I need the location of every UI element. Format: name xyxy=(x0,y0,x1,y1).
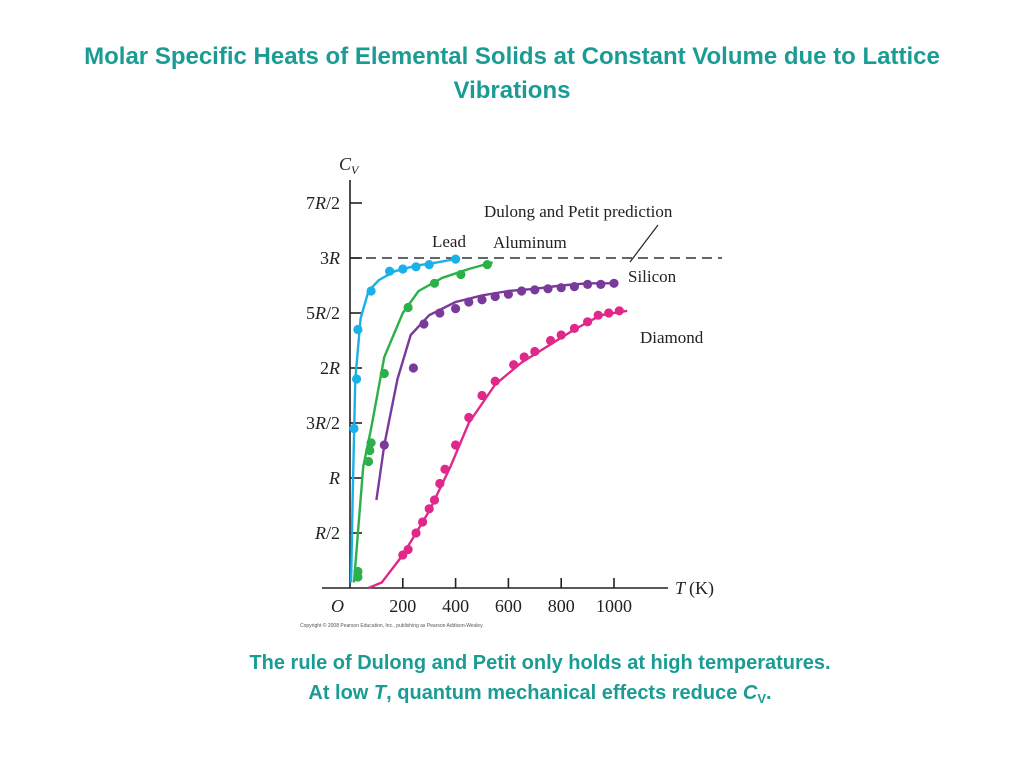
data-point-aluminum xyxy=(363,456,374,467)
data-point-diamond xyxy=(477,390,487,401)
data-point-diamond xyxy=(556,330,566,340)
x-tick-label: 1000 xyxy=(596,596,632,616)
data-point-diamond xyxy=(509,360,519,370)
x-tick-label: 200 xyxy=(389,596,416,616)
data-point-lead xyxy=(398,264,408,274)
data-point-silicon xyxy=(583,279,593,289)
series-aluminum xyxy=(352,260,493,583)
data-point-diamond xyxy=(429,495,440,505)
series-label-aluminum: Aluminum xyxy=(493,233,567,252)
data-point-aluminum xyxy=(429,278,440,288)
data-point-diamond xyxy=(569,323,580,333)
data-point-silicon xyxy=(419,319,429,329)
reference-leader-line xyxy=(629,224,659,263)
data-point-lead xyxy=(349,423,359,434)
data-point-aluminum xyxy=(365,445,375,456)
data-point-diamond xyxy=(490,376,500,386)
caption-line-2: At low T, quantum mechanical effects red… xyxy=(308,682,772,706)
data-point-diamond xyxy=(519,352,529,362)
data-point-aluminum xyxy=(456,269,466,280)
x-tick-label: 800 xyxy=(548,596,575,616)
data-point-diamond xyxy=(530,346,540,357)
data-point-diamond xyxy=(451,440,461,450)
data-point-diamond xyxy=(583,317,593,327)
data-point-diamond xyxy=(411,528,421,538)
series-label-silicon: Silicon xyxy=(628,267,677,286)
data-point-aluminum xyxy=(353,566,363,577)
y-tick-label: R xyxy=(328,468,340,488)
data-point-diamond xyxy=(614,306,624,316)
data-point-lead xyxy=(385,266,395,276)
data-point-aluminum xyxy=(482,260,492,270)
data-point-silicon xyxy=(503,289,513,299)
data-point-diamond xyxy=(403,544,413,555)
data-point-diamond xyxy=(440,464,450,474)
data-point-diamond xyxy=(546,335,556,346)
data-point-lead xyxy=(366,286,376,296)
data-point-silicon xyxy=(556,283,566,293)
data-point-diamond xyxy=(464,412,474,423)
data-point-silicon xyxy=(379,440,389,450)
data-point-lead xyxy=(424,260,434,270)
data-point-silicon xyxy=(477,295,487,305)
x-tick-label: 600 xyxy=(495,596,522,616)
series-label-lead: Lead xyxy=(432,232,466,251)
series-line-lead xyxy=(349,257,456,583)
series-label-diamond: Diamond xyxy=(640,328,704,347)
series-line-silicon xyxy=(375,282,614,501)
data-point-aluminum xyxy=(379,368,389,379)
axis-ticks: R/2 R 3R/2 2R 5R/2 3R 7R/2 200 400 600 800 1000 xyxy=(306,193,632,616)
data-point-silicon xyxy=(569,282,580,292)
page-title: Molar Specific Heats of Elemental Solids… xyxy=(84,43,940,104)
data-point-silicon xyxy=(517,286,527,296)
series-line-aluminum xyxy=(352,261,493,583)
y-axis-label: CV xyxy=(339,154,360,177)
data-point-diamond xyxy=(418,517,428,527)
series-lead xyxy=(349,254,461,583)
x-axis-label: T (K) xyxy=(675,578,714,599)
data-point-silicon xyxy=(464,297,474,307)
reference-label: Dulong and Petit prediction xyxy=(484,202,673,221)
data-point-silicon xyxy=(543,284,553,294)
data-point-diamond xyxy=(593,310,603,320)
data-point-diamond xyxy=(604,308,614,318)
data-point-silicon xyxy=(609,278,619,288)
data-point-aluminum xyxy=(403,302,413,313)
data-point-lead xyxy=(451,254,461,264)
copyright-note: Copyright © 2008 Pearson Education, Inc.… xyxy=(300,622,484,629)
x-tick-label: 400 xyxy=(442,596,469,616)
data-point-silicon xyxy=(435,308,445,318)
caption-line-1: The rule of Dulong and Petit only holds … xyxy=(249,652,831,674)
data-point-silicon xyxy=(408,363,418,373)
data-point-silicon xyxy=(530,285,540,295)
data-point-lead xyxy=(352,374,362,384)
y-tick-label: 2R xyxy=(320,358,340,378)
data-point-diamond xyxy=(435,478,445,489)
caption: The rule of Dulong and Petit only holds … xyxy=(60,648,1020,714)
series-diamond xyxy=(368,306,628,590)
data-point-diamond xyxy=(424,504,434,514)
origin-label: O xyxy=(331,596,344,616)
data-series xyxy=(349,254,628,590)
y-tick-label: R/2 xyxy=(314,523,340,543)
y-tick-label: 3R/2 xyxy=(306,413,340,433)
data-point-aluminum xyxy=(366,438,376,448)
y-tick-label: 7R/2 xyxy=(306,193,340,213)
data-point-lead xyxy=(411,262,421,272)
y-tick-label: 5R/2 xyxy=(306,303,340,323)
data-point-silicon xyxy=(451,304,461,314)
series-silicon xyxy=(375,278,619,501)
y-tick-label: 3R xyxy=(320,248,340,268)
data-point-lead xyxy=(353,324,363,335)
data-point-silicon xyxy=(596,279,606,289)
data-point-silicon xyxy=(490,291,500,302)
